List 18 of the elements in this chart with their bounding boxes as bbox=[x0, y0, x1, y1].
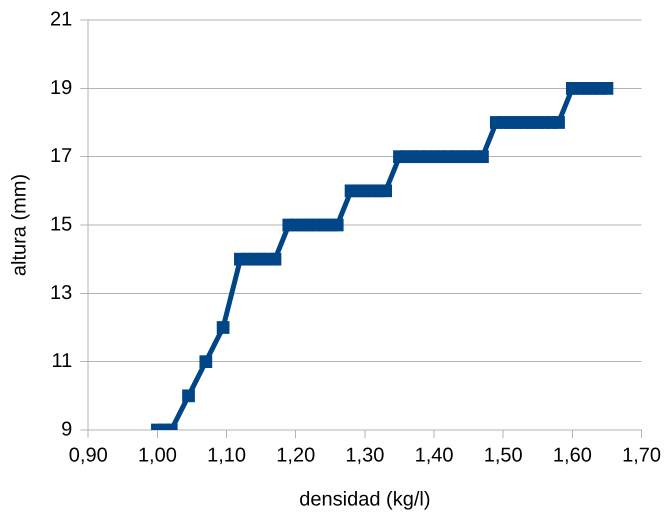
y-tick-label: 13 bbox=[50, 282, 72, 304]
y-tick-label: 19 bbox=[50, 76, 72, 99]
x-tick-label: 1,60 bbox=[552, 444, 592, 467]
y-tick-label: 11 bbox=[51, 350, 72, 372]
y-tick-label: 17 bbox=[50, 145, 72, 168]
x-tick-label: 1,20 bbox=[276, 444, 316, 467]
x-tick-label: 1,50 bbox=[484, 444, 523, 467]
x-tick-label: 1,10 bbox=[207, 444, 246, 467]
y-tick-label: 15 bbox=[50, 214, 72, 236]
x-tick-label: 1,40 bbox=[414, 444, 454, 467]
x-tick-label: 1,30 bbox=[345, 444, 384, 467]
y-tick-label: 21 bbox=[50, 8, 72, 31]
x-tick-label: 1,70 bbox=[622, 444, 662, 467]
x-axis-title: densidad (kg/l) bbox=[299, 488, 430, 511]
x-tick-label: 1,00 bbox=[138, 444, 177, 467]
y-axis-title: altura (mm) bbox=[8, 174, 31, 276]
y-tick-label: 9 bbox=[61, 418, 72, 441]
x-tick-label: 0,90 bbox=[68, 444, 108, 467]
